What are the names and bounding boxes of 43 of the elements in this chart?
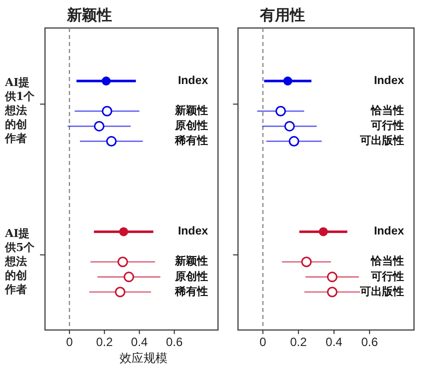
point — [119, 227, 128, 236]
point — [301, 256, 312, 268]
y-tick-label: Index — [178, 226, 209, 238]
y-tick-label: Index — [374, 226, 405, 238]
point — [326, 286, 338, 298]
y-tick-label: 稀有性 — [174, 284, 208, 298]
y-tick-label: Index — [374, 75, 405, 88]
x-tick-label: 0 — [260, 335, 267, 349]
text: AI提供1个想法的创作者 — [4, 76, 36, 145]
y-tick-label: 可出版性 — [359, 134, 404, 148]
x-tick-label: 0.6 — [166, 335, 183, 349]
point — [288, 136, 300, 147]
x-axis-title: 效应规模 — [120, 351, 168, 365]
y-tick-label: 恰当性 — [370, 254, 404, 268]
x-tick-label: 0 — [66, 335, 74, 349]
chart-title: 新颖性 — [66, 6, 112, 24]
y-tick-label: 稀有性 — [174, 134, 208, 148]
point — [326, 272, 338, 282]
x-tick-label: 0.2 — [96, 335, 114, 349]
point — [102, 106, 112, 116]
point — [106, 136, 117, 147]
y-tick-label: 可行性 — [370, 270, 404, 283]
y-tick-label: 可出版性 — [359, 284, 404, 298]
y-tick-label: Index — [178, 75, 209, 88]
y-tick-label: 原创性 — [174, 270, 208, 283]
chart-title: 有用性 — [259, 6, 305, 24]
y-tick-label: 恰当性 — [370, 104, 404, 117]
y-tick-label: 可行性 — [370, 119, 404, 132]
text: AI提供5个想法的创作者 — [4, 226, 36, 296]
point — [114, 286, 126, 298]
x-tick-label: 0.4 — [326, 335, 343, 349]
point — [118, 256, 128, 268]
x-tick-label: 0.4 — [131, 335, 148, 349]
point — [94, 120, 104, 132]
point — [284, 120, 295, 132]
point — [275, 106, 286, 116]
x-tick-label: 0.6 — [361, 335, 378, 349]
y-tick-label: 新颖性 — [174, 104, 208, 117]
y-tick-label: 新颖性 — [174, 254, 208, 268]
point — [318, 227, 328, 236]
y-tick-label: 原创性 — [174, 119, 208, 132]
point — [124, 272, 134, 282]
x-tick-label: 0.2 — [290, 335, 308, 349]
